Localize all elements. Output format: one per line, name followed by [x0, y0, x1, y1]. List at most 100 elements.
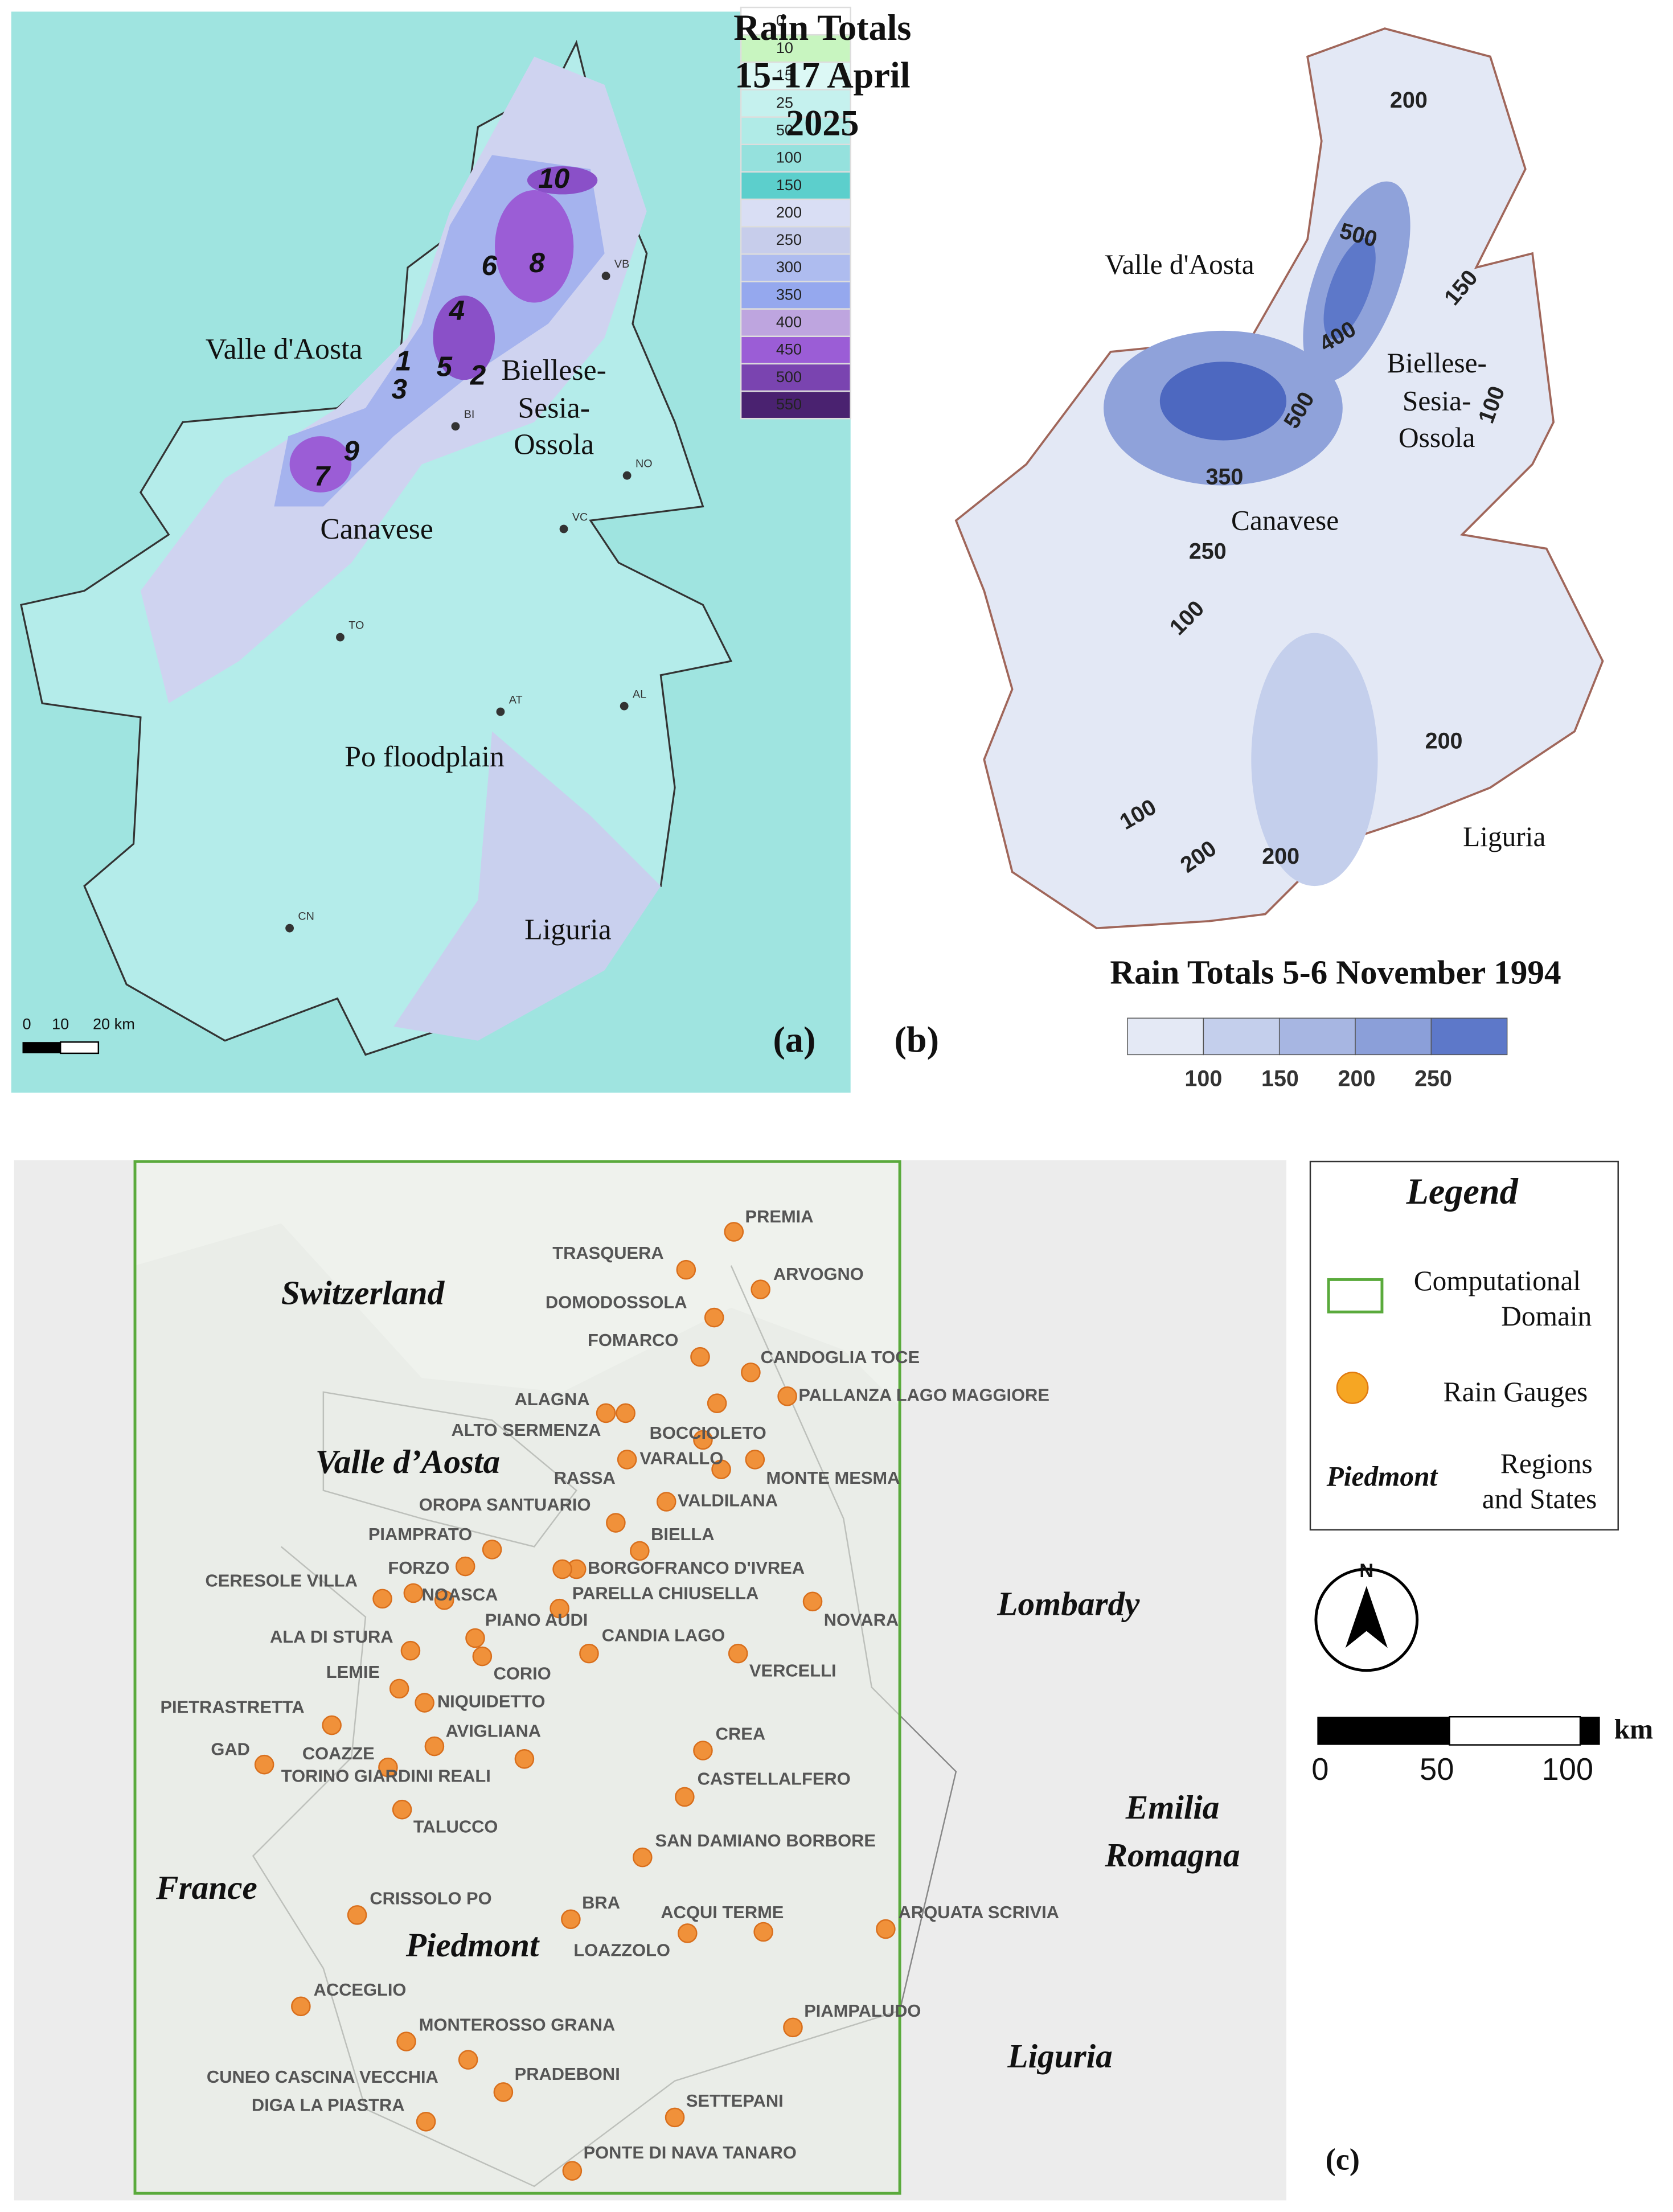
gauge-dot — [678, 1923, 698, 1943]
place-label: Lombardy — [997, 1585, 1140, 1622]
legend-swatch — [740, 34, 851, 63]
gauge-dot — [704, 1307, 724, 1328]
colorbar-tick: 150 — [1261, 1066, 1299, 1091]
legend-label: 0 — [776, 11, 785, 29]
gauge-label: FORZO — [388, 1558, 449, 1578]
gauge-dot — [711, 1459, 731, 1479]
colorbar-tick: 250 — [1414, 1066, 1452, 1091]
site-number: 3 — [391, 374, 407, 405]
gauge-label: CANDOGLIA TOCE — [761, 1347, 920, 1367]
gauge-dot — [690, 1347, 710, 1367]
region-label: Liguria — [1463, 821, 1545, 852]
gauge-label: GAD — [211, 1739, 250, 1759]
gauge-dot — [633, 1847, 653, 1868]
gauge-label: ARVOGNO — [773, 1264, 864, 1284]
city-dot — [496, 707, 505, 716]
gauge-dot — [254, 1754, 274, 1775]
region-label: Ossola — [1399, 422, 1475, 453]
gauge-label: PIAMPALUDO — [804, 2001, 921, 2021]
legend-label: 550 — [776, 395, 802, 413]
site-number: 7 — [314, 461, 331, 492]
scale-label: 100 — [1542, 1752, 1594, 1787]
gauge-label: CERESOLE VILLA — [205, 1570, 357, 1590]
gauge-label: MONTEROSSO GRANA — [419, 2015, 616, 2035]
legend-swatch — [740, 89, 851, 118]
scale-label: 0 — [1311, 1752, 1328, 1787]
gauge-label: LEMIE — [326, 1662, 380, 1682]
city-label: NO — [635, 458, 653, 470]
gauge-dot — [434, 1590, 454, 1610]
gauge-dot — [552, 1559, 572, 1579]
gauge-dot — [802, 1591, 823, 1612]
panel-label: (b) — [895, 1019, 939, 1060]
scale-label: 0 — [23, 1015, 31, 1033]
gauge-dot — [693, 1430, 713, 1450]
gauge-dot — [392, 1799, 412, 1820]
gauge-label: SETTEPANI — [686, 2091, 784, 2111]
gauge-dot — [675, 1787, 695, 1807]
legend-label: and States — [1482, 1483, 1597, 1515]
city-dot — [559, 524, 568, 533]
city-dot — [620, 701, 629, 711]
scale-label: 20 km — [93, 1015, 135, 1033]
site-number: 5 — [436, 351, 453, 383]
gauge-dot — [403, 1583, 424, 1603]
site-number: 10 — [538, 163, 569, 194]
city-label: CN — [298, 910, 314, 923]
gauge-label: BIELLA — [651, 1524, 714, 1544]
gauge-dot — [665, 2107, 685, 2128]
legend-label: 150 — [776, 176, 802, 194]
gauge-label: ALAGNA — [515, 1389, 590, 1409]
legend-label: 450 — [776, 340, 802, 358]
gauge-dot — [415, 1693, 434, 1713]
gauge-dot — [606, 1513, 626, 1533]
colorbar-tick: 100 — [1184, 1066, 1222, 1091]
gauge-dot — [514, 1749, 535, 1769]
gauge-dot — [493, 2082, 514, 2102]
gauge-dot — [596, 1403, 616, 1423]
rain-core — [527, 166, 598, 195]
region-label: Po floodplain — [345, 741, 505, 773]
scale-bar — [1449, 1716, 1581, 1746]
gauge-label: CORIO — [494, 1663, 551, 1683]
rain-core — [289, 436, 352, 493]
title: 15-17 April — [735, 55, 910, 96]
gauge-label: VALDILANA — [678, 1491, 778, 1511]
gauge-label: TRASQUERA — [552, 1243, 663, 1263]
gauge-label: CANDIA LAGO — [602, 1626, 725, 1645]
legend-swatch — [740, 171, 851, 200]
north-arrow — [1345, 1586, 1388, 1648]
gauge-dot — [561, 1909, 581, 1930]
colorbar-segment — [1355, 1017, 1432, 1056]
gauge-dot — [745, 1450, 765, 1470]
rain-core — [1323, 237, 1376, 339]
legend-swatch — [740, 390, 851, 420]
place-label: Valle d’Aosta — [315, 1443, 500, 1480]
gauge-dot — [656, 1492, 676, 1512]
scale-label: 50 — [1420, 1752, 1454, 1787]
gauge-dot — [777, 1386, 797, 1406]
contour-label: 350 — [1205, 465, 1243, 490]
north-label: N — [1359, 1560, 1373, 1582]
region-label: Valle d'Aosta — [1105, 249, 1254, 280]
panel-label: (a) — [773, 1019, 816, 1060]
gauge-label: CASTELLALFERO — [698, 1768, 851, 1788]
place-label: Emilia — [1125, 1788, 1220, 1826]
gauge-label: NIQUIDETTO — [437, 1692, 546, 1712]
region-label: Sesia- — [518, 392, 590, 425]
scale-label: km — [1614, 1714, 1654, 1745]
gauge-label: PIAMPRATO — [368, 1524, 472, 1544]
legend-label: 15 — [776, 66, 793, 84]
gauge-dot — [472, 1646, 493, 1667]
gauge-dot — [751, 1279, 770, 1299]
title: Rain Totals — [733, 7, 911, 48]
scale-bar — [1580, 1717, 1600, 1745]
colorbar-segment — [1203, 1017, 1280, 1056]
gauge-label: PRADEBONI — [515, 2064, 620, 2084]
city-label: VC — [572, 511, 588, 523]
site-number: 2 — [470, 359, 486, 391]
gauge-label: TORINO GIARDINI REALI — [281, 1766, 491, 1786]
gauge-dot — [783, 2017, 803, 2038]
gauge-dot — [876, 1919, 896, 1939]
gauge-dot — [372, 1589, 392, 1609]
